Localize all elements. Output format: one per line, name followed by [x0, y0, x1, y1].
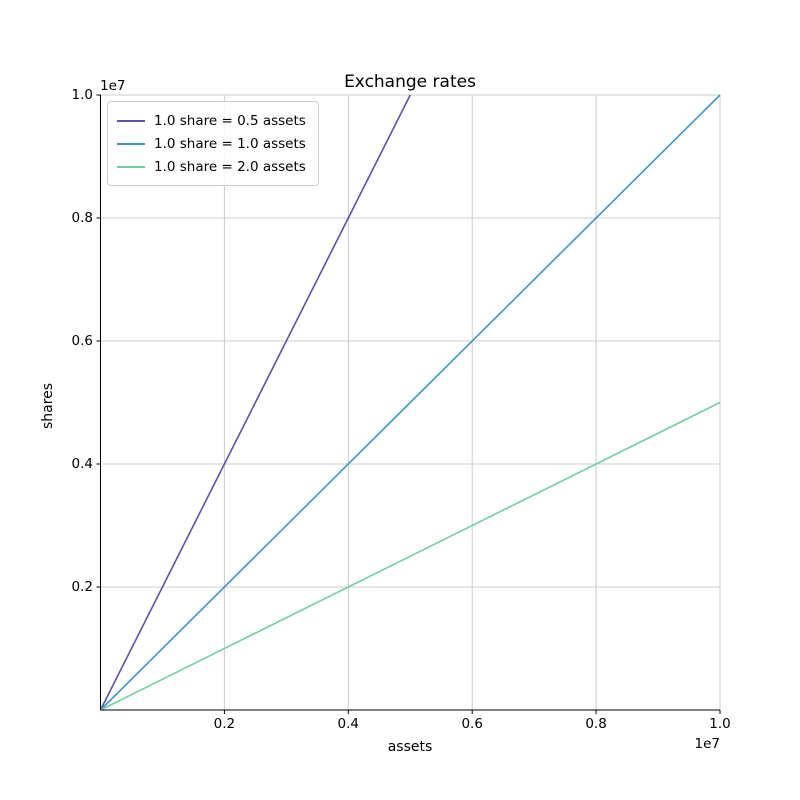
- legend-label: 1.0 share = 2.0 assets: [154, 158, 306, 175]
- series-line-2: [100, 401, 721, 711]
- legend: 1.0 share = 0.5 assets 1.0 share = 1.0 a…: [107, 101, 319, 186]
- legend-line-swatch: [117, 142, 145, 145]
- x-tick-label: 0.8: [585, 716, 607, 732]
- legend-line-swatch: [117, 119, 145, 122]
- y-tick-label: 1.0: [71, 86, 93, 103]
- legend-line-swatch: [117, 165, 145, 168]
- x-tick-label: 1.0: [709, 716, 731, 732]
- legend-entry: 1.0 share = 1.0 assets: [117, 132, 306, 155]
- chart-title: Exchange rates: [344, 72, 476, 92]
- y-axis-offset-text: 1e7: [100, 78, 126, 94]
- legend-label: 1.0 share = 1.0 assets: [154, 135, 306, 152]
- y-tick-label: 0.2: [71, 578, 93, 595]
- x-tick-label: 0.2: [213, 716, 236, 732]
- y-axis-label: shares: [40, 382, 56, 430]
- y-tick-label: 0.6: [71, 332, 93, 349]
- x-tick-label: 0.6: [461, 716, 483, 732]
- x-axis-label: assets: [387, 739, 433, 755]
- legend-label: 1.0 share = 0.5 assets: [154, 112, 306, 129]
- legend-entry: 1.0 share = 2.0 assets: [117, 155, 306, 178]
- x-axis-offset-text: 1e7: [694, 736, 720, 752]
- legend-entry: 1.0 share = 0.5 assets: [117, 109, 306, 132]
- y-tick-label: 0.4: [71, 455, 93, 472]
- series-line-0: [99, 94, 411, 711]
- y-tick-label: 0.8: [71, 209, 93, 226]
- series-line-1: [99, 94, 721, 711]
- x-tick-label: 0.4: [337, 716, 360, 732]
